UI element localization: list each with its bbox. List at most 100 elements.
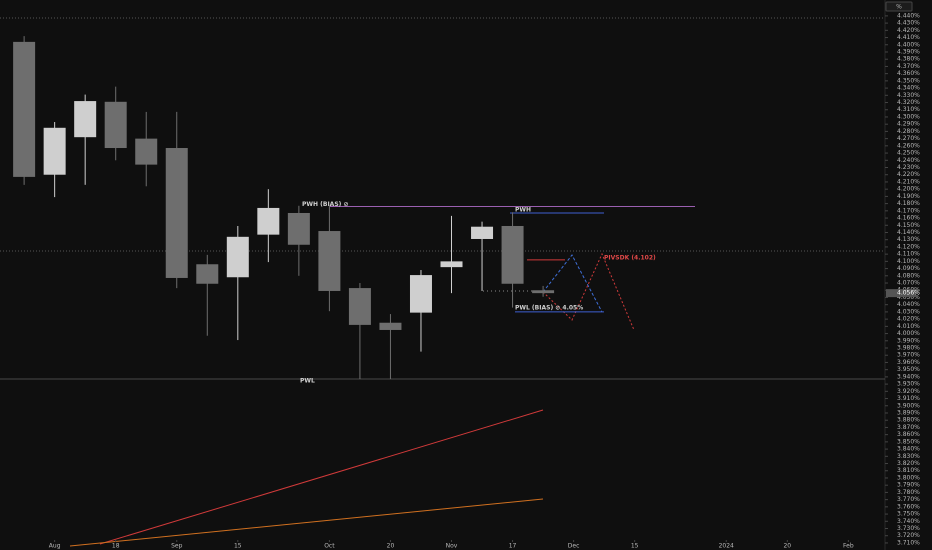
candle-body xyxy=(13,41,36,177)
y-tick-label: 4.010% xyxy=(897,323,920,330)
level-label: PWH (BIAS) ⊘ xyxy=(302,201,349,208)
y-tick-label: 3.710% xyxy=(897,539,920,546)
y-tick-label: 4.260% xyxy=(897,142,920,149)
y-tick-label: 3.880% xyxy=(897,417,920,424)
y-tick-label: 4.070% xyxy=(897,280,920,287)
y-tick-label: 4.380% xyxy=(897,56,920,63)
y-tick-label: 3.930% xyxy=(897,381,920,388)
x-tick-label: 15 xyxy=(631,543,639,550)
candle-body xyxy=(348,288,371,325)
y-tick-label: 4.210% xyxy=(897,178,920,185)
x-tick-label: 18 xyxy=(112,543,120,550)
y-tick-label: 4.440% xyxy=(897,12,920,19)
y-tick-label: 4.320% xyxy=(897,99,920,106)
candle-body xyxy=(287,212,310,245)
projection xyxy=(542,254,603,313)
x-tick-label: Nov xyxy=(446,543,458,550)
y-tick-label: 4.230% xyxy=(897,164,920,171)
candle-body xyxy=(257,207,280,235)
y-tick-label: 3.800% xyxy=(897,474,920,481)
y-tick-label: 3.840% xyxy=(897,446,920,453)
y-tick-label: 4.310% xyxy=(897,106,920,113)
y-tick-label: 3.760% xyxy=(897,503,920,510)
y-tick-label: 3.970% xyxy=(897,352,920,359)
y-tick-label: 4.030% xyxy=(897,308,920,315)
y-tick-label: 4.400% xyxy=(897,41,920,48)
y-tick-label: 4.000% xyxy=(897,330,920,337)
x-tick-label: 20 xyxy=(783,543,791,550)
y-tick-label: 3.850% xyxy=(897,438,920,445)
y-tick-label: 4.020% xyxy=(897,316,920,323)
x-tick-label: Aug xyxy=(49,543,61,550)
y-tick-label: 3.980% xyxy=(897,345,920,352)
y-tick-label: 4.050% xyxy=(897,294,920,301)
candle-body xyxy=(104,101,127,149)
y-tick-label: 4.040% xyxy=(897,301,920,308)
y-tick-label: 3.730% xyxy=(897,525,920,532)
y-tick-label: 4.190% xyxy=(897,193,920,200)
y-tick-label: 4.290% xyxy=(897,121,920,128)
x-tick-label: Sep xyxy=(171,543,183,550)
y-tick-label: 4.160% xyxy=(897,215,920,222)
candle-body xyxy=(226,236,249,278)
candle-body xyxy=(440,261,463,268)
y-tick-label: 3.950% xyxy=(897,366,920,373)
y-tick-label: 4.180% xyxy=(897,200,920,207)
projection xyxy=(542,252,635,331)
x-tick-label: Dec xyxy=(568,543,580,550)
x-tick-label: Feb xyxy=(843,543,854,550)
y-tick-label: 4.120% xyxy=(897,243,920,250)
candle-body xyxy=(379,322,402,330)
y-tick-label: 4.360% xyxy=(897,70,920,77)
y-tick-label: 4.080% xyxy=(897,272,920,279)
y-tick-label: 4.420% xyxy=(897,27,920,34)
level-label: PWL xyxy=(300,378,315,385)
level-label: PIVSDK (4.102) xyxy=(604,254,656,261)
y-tick-label: 4.200% xyxy=(897,186,920,193)
x-tick-label: 20 xyxy=(387,543,395,550)
y-tick-label: 3.740% xyxy=(897,518,920,525)
x-tick-label: 2024 xyxy=(719,543,734,550)
y-tick-label: 4.100% xyxy=(897,258,920,265)
candle-body xyxy=(471,226,494,239)
y-tick-label: 3.910% xyxy=(897,395,920,402)
y-tick-label: 4.340% xyxy=(897,85,920,92)
y-tick-label: 4.130% xyxy=(897,236,920,243)
y-tick-label: 3.890% xyxy=(897,409,920,416)
trend-line xyxy=(99,409,544,545)
y-tick-label: 4.330% xyxy=(897,92,920,99)
candle-body xyxy=(501,225,524,284)
y-tick-label: 4.390% xyxy=(897,48,920,55)
level-label: PWL (BIAS) ⊘ 4.05% xyxy=(515,304,583,311)
y-tick-label: 3.790% xyxy=(897,482,920,489)
x-tick-label: 15 xyxy=(234,543,242,550)
y-tick-label: 4.300% xyxy=(897,113,920,120)
scale-button[interactable] xyxy=(885,1,913,12)
y-tick-label: 4.110% xyxy=(897,251,920,258)
y-tick-label: 3.770% xyxy=(897,496,920,503)
y-tick-label: 4.370% xyxy=(897,63,920,70)
y-tick-label: 4.250% xyxy=(897,150,920,157)
scale-button-label: % xyxy=(896,4,902,11)
y-tick-label: 3.920% xyxy=(897,388,920,395)
last-price-label: 4.056% xyxy=(897,290,920,297)
level-label: PWH xyxy=(515,206,531,213)
x-tick-label: 17 xyxy=(509,543,517,550)
y-tick-label: 4.170% xyxy=(897,207,920,214)
y-tick-label: 3.870% xyxy=(897,424,920,431)
y-tick-label: 4.280% xyxy=(897,128,920,135)
candle-body xyxy=(318,231,341,291)
y-tick-label: 3.830% xyxy=(897,453,920,460)
y-tick-label: 4.090% xyxy=(897,265,920,272)
y-tick-label: 3.780% xyxy=(897,489,920,496)
candle-body xyxy=(165,148,188,278)
y-tick-label: 4.140% xyxy=(897,229,920,236)
candle-body xyxy=(409,275,432,313)
x-tick-label: Oct xyxy=(324,543,335,550)
candle-body xyxy=(43,127,66,175)
y-tick-label: 3.900% xyxy=(897,402,920,409)
y-tick-label: 4.270% xyxy=(897,135,920,142)
y-tick-label: 4.410% xyxy=(897,34,920,41)
y-tick-label: 3.990% xyxy=(897,337,920,344)
y-tick-label: 4.240% xyxy=(897,157,920,164)
